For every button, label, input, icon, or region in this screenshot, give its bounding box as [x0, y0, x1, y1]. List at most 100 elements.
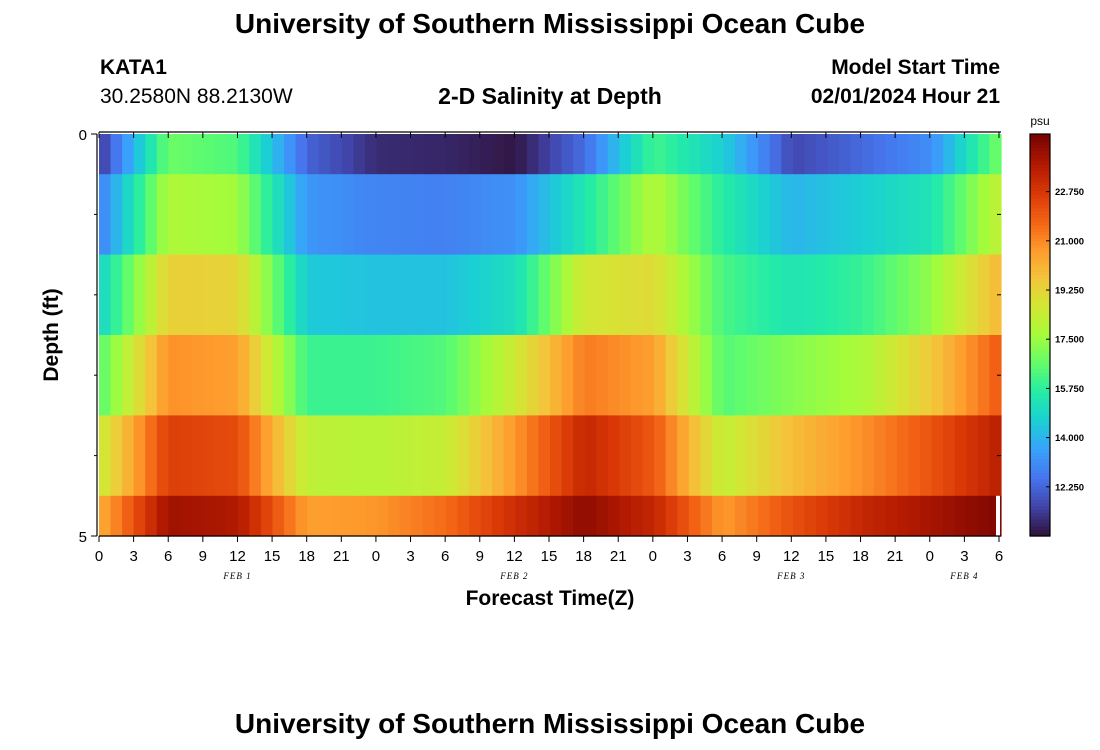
colorbar-segment: [1030, 522, 1050, 527]
heatmap-cell: [122, 174, 135, 256]
heatmap-cell: [445, 495, 459, 537]
heatmap-cell: [145, 134, 158, 175]
heatmap-cell: [920, 134, 933, 175]
colorbar-segment: [1030, 160, 1050, 165]
x-tick-label: 15: [264, 548, 281, 565]
heatmap-cell: [862, 415, 875, 497]
heatmap-cell: [920, 495, 933, 537]
heatmap-cell: [850, 254, 863, 336]
heatmap-cell: [214, 134, 227, 175]
heatmap-cell: [746, 335, 759, 416]
colorbar-segment: [1030, 167, 1050, 172]
x-tick-label: 3: [406, 548, 414, 565]
heatmap-cell: [630, 415, 644, 497]
heatmap-cell: [526, 134, 540, 175]
heatmap-cell: [237, 174, 250, 256]
heatmap-cell: [896, 415, 910, 497]
heatmap-cell: [376, 174, 389, 256]
heatmap-cell: [260, 254, 274, 336]
heatmap-cell: [908, 134, 921, 175]
colorbar-segment: [1030, 224, 1050, 229]
heatmap-cell: [839, 495, 852, 537]
heatmap-cell: [711, 335, 725, 416]
heatmap-cell: [226, 495, 239, 537]
colorbar-segment: [1030, 244, 1050, 249]
colorbar-segment: [1030, 489, 1050, 494]
heatmap-cell: [954, 174, 967, 256]
heatmap-cell: [654, 134, 667, 175]
heatmap-cell: [746, 415, 759, 497]
heatmap-cell: [237, 254, 250, 336]
heatmap-cell: [434, 174, 447, 256]
heatmap-cell: [168, 134, 181, 175]
heatmap-cell: [896, 254, 910, 336]
heatmap-cell: [654, 254, 667, 336]
heatmap-cell: [249, 335, 262, 416]
heatmap-cell: [145, 174, 158, 256]
heatmap-cell: [203, 495, 216, 537]
colorbar-tick-label: 14.000: [1055, 433, 1084, 444]
heatmap-cell: [735, 134, 748, 175]
heatmap-cell: [457, 134, 470, 175]
heatmap-cell: [260, 415, 274, 497]
heatmap-cell: [746, 254, 759, 336]
heatmap-cell: [885, 174, 898, 256]
heatmap-cell: [989, 335, 1002, 416]
heatmap-cell: [203, 415, 216, 497]
heatmap-cell: [469, 335, 482, 416]
heatmap-cell: [561, 415, 574, 497]
heatmap-cell: [469, 174, 482, 256]
heatmap-cell: [908, 415, 921, 497]
colorbar-segment: [1030, 177, 1050, 182]
colorbar-segment: [1030, 479, 1050, 483]
heatmap-cell: [711, 174, 725, 256]
heatmap-cell: [330, 335, 343, 416]
heatmap-cell: [492, 495, 505, 537]
heatmap-cell: [642, 254, 655, 336]
heatmap-cell: [515, 254, 528, 336]
heatmap-cell: [815, 415, 829, 497]
heatmap-cell: [584, 335, 597, 416]
heatmap-cell: [341, 174, 355, 256]
chart-title: University of Southern Mississippi Ocean…: [234, 8, 866, 39]
heatmap-cell: [677, 415, 690, 497]
heatmap-cell: [735, 335, 748, 416]
heatmap-cell: [885, 495, 898, 537]
heatmap-cell: [538, 495, 551, 537]
heatmap-cell: [133, 495, 146, 537]
heatmap-cell: [619, 134, 632, 175]
heatmap-cell: [388, 134, 401, 175]
heatmap-cell: [203, 174, 216, 256]
heatmap-cell: [156, 174, 169, 256]
x-tick-label: 18: [575, 548, 592, 565]
heatmap-cell: [700, 335, 713, 416]
heatmap-cell: [145, 254, 158, 336]
colorbar-segment: [1030, 190, 1050, 195]
heatmap-cell: [665, 174, 678, 256]
heatmap-cell: [364, 335, 378, 416]
heatmap-cell: [850, 335, 863, 416]
heatmap-cell: [272, 174, 285, 256]
heatmap-cell: [503, 415, 516, 497]
heatmap-cell: [735, 495, 748, 537]
colorbar-segment: [1030, 157, 1050, 162]
heatmap-cell: [307, 335, 320, 416]
x-tick-label: 9: [476, 548, 484, 565]
heatmap-cell: [110, 174, 123, 256]
colorbar-segment: [1030, 472, 1050, 477]
heatmap-cell: [480, 134, 493, 175]
date-label: FEB 3: [776, 571, 805, 581]
heatmap-cell: [989, 254, 1002, 336]
heatmap-cell: [411, 134, 424, 175]
heatmap-cell: [422, 174, 435, 256]
heatmap-cell: [526, 495, 540, 537]
heatmap-cell: [966, 335, 979, 416]
heatmap-cell: [99, 174, 112, 256]
heatmap-cell: [920, 254, 933, 336]
heatmap-cell: [353, 134, 366, 175]
heatmap-cell: [827, 174, 840, 256]
heatmap-cell: [133, 174, 146, 256]
heatmap-cell: [411, 174, 424, 256]
colorbar-segment: [1030, 469, 1050, 473]
heatmap-cell: [804, 254, 817, 336]
